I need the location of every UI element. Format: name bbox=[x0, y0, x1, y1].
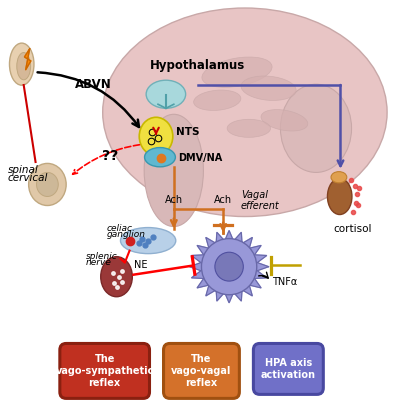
Ellipse shape bbox=[261, 109, 308, 131]
Ellipse shape bbox=[280, 84, 352, 172]
Text: ABVN: ABVN bbox=[74, 78, 111, 91]
Text: DMV/NA: DMV/NA bbox=[178, 153, 222, 163]
Text: cortisol: cortisol bbox=[333, 224, 372, 234]
Ellipse shape bbox=[145, 148, 175, 167]
Circle shape bbox=[215, 252, 243, 281]
Text: Ach: Ach bbox=[165, 194, 183, 205]
Ellipse shape bbox=[101, 257, 132, 297]
FancyBboxPatch shape bbox=[164, 343, 239, 399]
Ellipse shape bbox=[241, 76, 296, 101]
Ellipse shape bbox=[120, 228, 176, 254]
Text: Vagal
efferent: Vagal efferent bbox=[241, 190, 280, 211]
Ellipse shape bbox=[103, 8, 387, 217]
Text: Hypothalamus: Hypothalamus bbox=[150, 59, 245, 72]
Text: HPA axis
activation: HPA axis activation bbox=[261, 358, 316, 380]
Ellipse shape bbox=[194, 90, 241, 110]
Text: ??: ?? bbox=[102, 150, 119, 163]
Polygon shape bbox=[24, 49, 31, 70]
Ellipse shape bbox=[202, 57, 272, 87]
Text: celiac: celiac bbox=[107, 224, 133, 233]
Polygon shape bbox=[190, 231, 269, 303]
Text: The
vago-vagal
reflex: The vago-vagal reflex bbox=[171, 354, 231, 388]
Text: cervical: cervical bbox=[8, 173, 48, 183]
Ellipse shape bbox=[28, 164, 66, 205]
Text: NTS: NTS bbox=[176, 128, 199, 137]
Ellipse shape bbox=[17, 53, 31, 80]
FancyBboxPatch shape bbox=[254, 343, 323, 395]
Ellipse shape bbox=[327, 178, 352, 215]
Text: The
vago-sympathetic
reflex: The vago-sympathetic reflex bbox=[55, 354, 154, 388]
Ellipse shape bbox=[227, 119, 271, 137]
Text: splenic: splenic bbox=[86, 252, 118, 261]
Ellipse shape bbox=[144, 114, 203, 227]
Ellipse shape bbox=[9, 43, 34, 85]
Text: ganglion: ganglion bbox=[107, 230, 146, 239]
Circle shape bbox=[201, 239, 257, 295]
Ellipse shape bbox=[331, 172, 347, 183]
Ellipse shape bbox=[139, 117, 173, 156]
FancyBboxPatch shape bbox=[60, 343, 150, 399]
Text: NE: NE bbox=[134, 260, 147, 269]
FancyArrowPatch shape bbox=[38, 72, 139, 127]
Text: TNFα: TNFα bbox=[272, 277, 297, 286]
Ellipse shape bbox=[36, 172, 58, 196]
FancyArrowPatch shape bbox=[73, 145, 139, 174]
Text: Ach: Ach bbox=[214, 194, 232, 205]
Text: nerve: nerve bbox=[86, 258, 112, 267]
Ellipse shape bbox=[146, 80, 186, 108]
Text: spinal: spinal bbox=[8, 166, 39, 175]
